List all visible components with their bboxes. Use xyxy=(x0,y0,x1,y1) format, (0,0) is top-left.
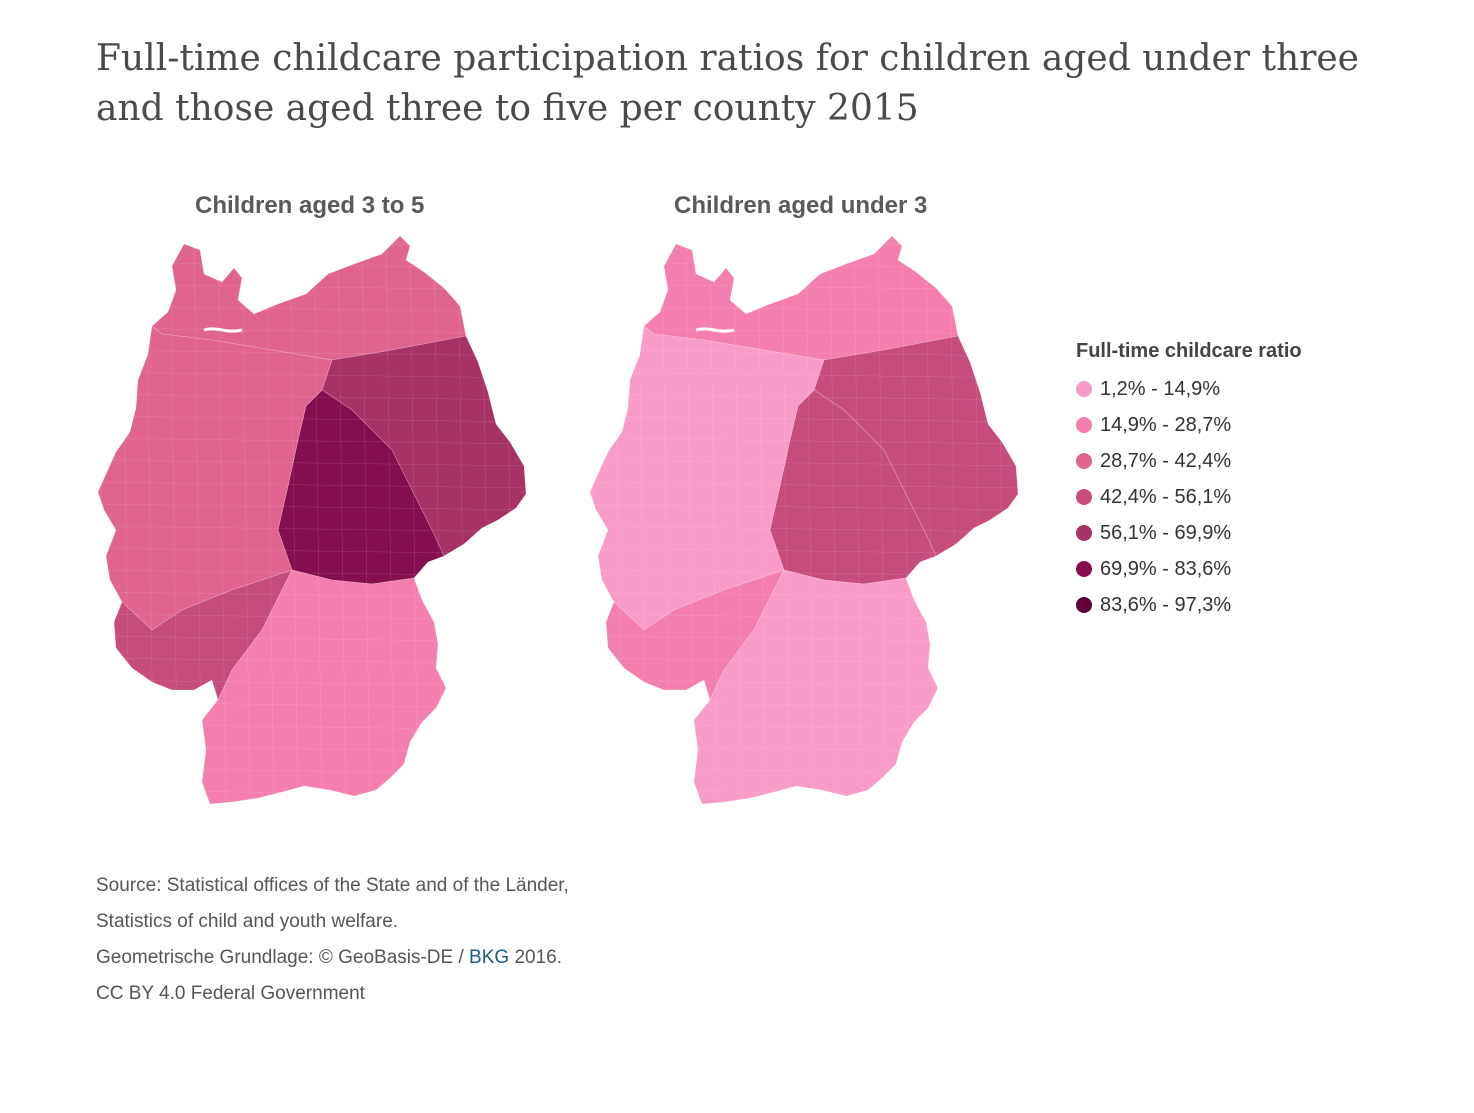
county-boundary xyxy=(877,236,887,804)
geo-suffix: 2016. xyxy=(509,947,562,968)
legend-item: 83,6% - 97,3% xyxy=(1076,587,1302,623)
county-boundary xyxy=(98,371,526,379)
county-boundary xyxy=(590,503,1018,511)
legend-swatch xyxy=(1076,381,1092,397)
river-estuary xyxy=(203,327,243,333)
county-boundary xyxy=(584,812,1024,818)
county-boundary xyxy=(590,261,1018,269)
region-east[interactable] xyxy=(813,335,1018,557)
county-boundary xyxy=(590,437,1018,445)
county-boundary xyxy=(590,371,1018,379)
legend-swatch xyxy=(1076,597,1092,613)
county-boundary xyxy=(313,236,323,804)
map-children-3-to-5[interactable] xyxy=(92,230,532,820)
county-boundary xyxy=(98,525,526,533)
map-children-under-3[interactable] xyxy=(584,230,1024,820)
legend-item: 1,2% - 14,9% xyxy=(1076,371,1302,407)
county-boundary xyxy=(590,525,1018,533)
county-boundary xyxy=(241,236,251,804)
legend-label: 69,9% - 83,6% xyxy=(1100,557,1232,580)
legend-label: 42,4% - 56,1% xyxy=(1100,485,1232,508)
county-boundary xyxy=(409,236,419,804)
county-boundary xyxy=(590,481,1018,489)
county-boundary xyxy=(98,459,526,467)
county-boundary xyxy=(590,459,1018,467)
county-boundary xyxy=(265,236,275,804)
county-boundary xyxy=(590,789,1018,797)
county-boundary xyxy=(1022,230,1024,820)
legend-item: 42,4% - 56,1% xyxy=(1076,479,1302,515)
county-boundary xyxy=(98,503,526,511)
county-boundary xyxy=(98,327,526,335)
county-boundary xyxy=(92,812,532,818)
county-boundary xyxy=(590,415,1018,423)
legend-swatch xyxy=(1076,561,1092,577)
county-boundary xyxy=(590,393,1018,401)
region-south-west[interactable] xyxy=(113,569,293,701)
source-line-2: Statistics of child and youth welfare. xyxy=(96,911,399,932)
chart-title: Full-time childcare participation ratios… xyxy=(96,38,1359,129)
county-boundary xyxy=(98,236,107,804)
legend-swatch xyxy=(1076,453,1092,469)
legend-swatch xyxy=(1076,489,1092,505)
county-boundary xyxy=(590,349,1018,357)
region-north[interactable] xyxy=(151,236,467,361)
legend-label: 1,2% - 14,9% xyxy=(1100,377,1221,400)
county-boundary xyxy=(98,437,526,445)
county-boundary xyxy=(733,236,743,804)
county-boundary xyxy=(853,236,863,804)
legend-title: Full-time childcare ratio xyxy=(1076,340,1302,362)
legend-label: 14,9% - 28,7% xyxy=(1100,413,1232,436)
county-boundary xyxy=(901,236,911,804)
legend-item: 14,9% - 28,7% xyxy=(1076,407,1302,443)
geo-prefix: Geometrische Grundlage: © GeoBasis-DE / xyxy=(96,947,470,968)
legend-label: 83,6% - 97,3% xyxy=(1100,593,1232,616)
county-boundary xyxy=(98,349,526,357)
legend-item: 69,9% - 83,6% xyxy=(1076,551,1302,587)
county-boundary xyxy=(757,236,767,804)
region-south[interactable] xyxy=(693,569,939,804)
region-south[interactable] xyxy=(201,569,447,804)
source-line-1: Source: Statistical offices of the State… xyxy=(96,875,569,896)
legend-swatch xyxy=(1076,525,1092,541)
county-boundary xyxy=(98,393,526,401)
bkg-link[interactable]: BKG xyxy=(469,947,510,968)
geo-attribution: Geometrische Grundlage: © GeoBasis-DE / … xyxy=(96,940,569,976)
county-boundary xyxy=(781,236,791,804)
county-boundary xyxy=(829,236,839,804)
region-south-west[interactable] xyxy=(605,569,785,701)
county-boundary xyxy=(337,236,347,804)
county-boundary xyxy=(505,236,515,804)
legend-item: 28,7% - 42,4% xyxy=(1076,443,1302,479)
license-line: CC BY 4.0 Federal Government xyxy=(96,983,365,1004)
source-footer: Source: Statistical offices of the State… xyxy=(96,868,569,1012)
county-boundary xyxy=(98,415,526,423)
county-boundary xyxy=(361,236,371,804)
county-boundary xyxy=(590,327,1018,335)
county-boundary xyxy=(98,481,526,489)
legend-swatch xyxy=(1076,417,1092,433)
county-boundary xyxy=(98,261,526,269)
legend: Full-time childcare ratio 1,2% - 14,9% 14… xyxy=(1076,340,1302,623)
legend-items: 1,2% - 14,9% 14,9% - 28,7% 28,7% - 42,4% 42… xyxy=(1076,371,1302,623)
county-boundary xyxy=(805,236,815,804)
legend-label: 28,7% - 42,4% xyxy=(1100,449,1232,472)
county-boundary xyxy=(98,239,526,247)
county-boundary xyxy=(590,236,599,804)
legend-item: 56,1% - 69,9% xyxy=(1076,515,1302,551)
map-title-children-under-3: Children aged under 3 xyxy=(674,192,928,219)
county-boundary xyxy=(530,230,532,820)
map-title-children-3-to-5: Children aged 3 to 5 xyxy=(195,192,425,219)
county-boundary xyxy=(98,789,526,797)
county-boundary xyxy=(289,236,299,804)
county-boundary xyxy=(997,236,1007,804)
river-estuary xyxy=(695,327,735,333)
county-boundary xyxy=(590,239,1018,247)
legend-label: 56,1% - 69,9% xyxy=(1100,521,1232,544)
county-boundary xyxy=(385,236,395,804)
